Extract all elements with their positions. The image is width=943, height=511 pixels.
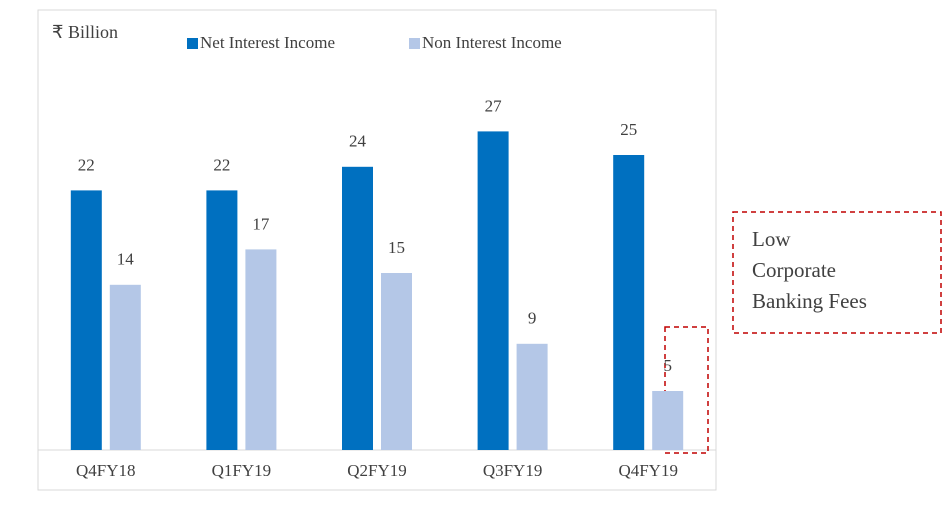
bar: [613, 155, 645, 450]
bar: [109, 284, 141, 450]
chart-frame: [37, 9, 717, 491]
value-label: 25: [620, 120, 637, 139]
bar: [342, 166, 373, 451]
bar: [652, 391, 684, 450]
value-label: 15: [388, 238, 405, 257]
x-tick-label: Q3FY19: [483, 461, 543, 480]
annotation-text: Banking Fees: [752, 289, 867, 313]
x-tick-label: Q4FY18: [76, 461, 136, 480]
bar: [516, 343, 548, 450]
bar: [381, 273, 412, 450]
value-label: 22: [213, 155, 230, 174]
annotation-box: [732, 211, 942, 334]
legend-swatch: [187, 38, 198, 49]
legend-label: Non Interest Income: [422, 33, 562, 52]
y-axis-label: ₹ Billion: [52, 22, 118, 42]
highlight-box: [664, 326, 709, 454]
bar: [245, 249, 277, 450]
value-label: 14: [117, 250, 135, 269]
x-tick-label: Q1FY19: [212, 461, 272, 480]
value-label: 5: [663, 356, 672, 375]
x-tick-label: Q2FY19: [347, 461, 407, 480]
value-label: 9: [528, 309, 537, 328]
legend-label: Net Interest Income: [200, 33, 335, 52]
x-tick-label: Q4FY19: [618, 461, 678, 480]
bar: [70, 190, 102, 450]
value-label: 22: [78, 155, 95, 174]
annotation-text: Corporate: [752, 258, 836, 282]
bar: [206, 190, 238, 450]
value-label: 27: [485, 96, 503, 115]
legend-swatch: [409, 38, 420, 49]
value-label: 17: [252, 214, 270, 233]
bar: [477, 131, 509, 450]
annotation-text: Low: [752, 227, 791, 251]
value-label: 24: [349, 132, 367, 151]
